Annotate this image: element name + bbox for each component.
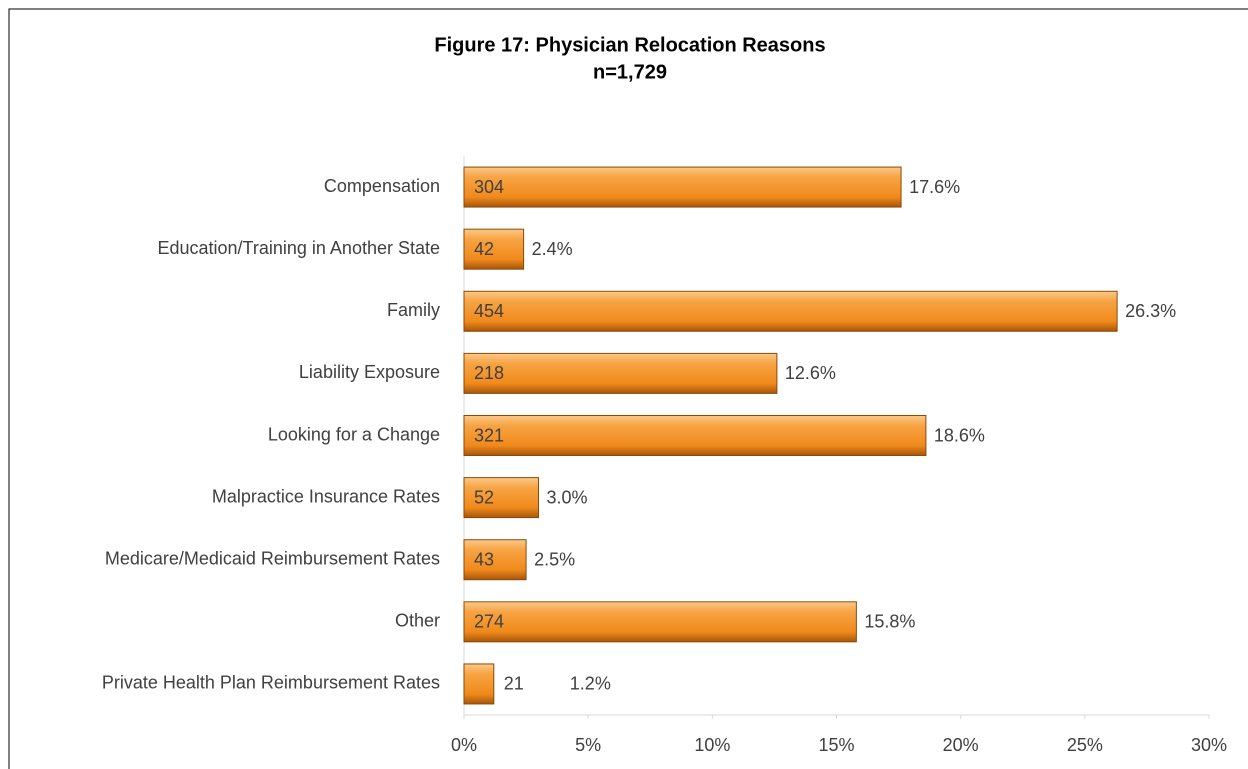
value-label: 15.8% <box>864 612 915 632</box>
y-tick-label: Education/Training in Another State <box>157 238 440 258</box>
bar <box>463 415 927 456</box>
value-label: 17.6% <box>909 177 960 197</box>
count-label: 21 <box>504 674 524 694</box>
y-tick-label: Malpractice Insurance Rates <box>212 486 440 506</box>
y-tick-label: Family <box>387 300 440 320</box>
value-label: 1.2% <box>570 674 611 694</box>
bar <box>463 601 857 643</box>
y-tick-label: Medicare/Medicaid Reimbursement Rates <box>105 548 440 568</box>
count-label: 454 <box>474 301 504 321</box>
x-tick-label: 25% <box>1067 735 1103 755</box>
y-tick-label: Private Health Plan Reimbursement Rates <box>102 673 440 693</box>
value-label: 26.3% <box>1125 301 1176 321</box>
bar <box>463 228 525 270</box>
chart-title: Figure 17: Physician Relocation Reasons <box>434 34 825 56</box>
count-label: 274 <box>474 612 504 632</box>
x-tick-label: 20% <box>943 735 979 755</box>
x-tick-label: 10% <box>694 735 730 755</box>
bar <box>463 290 1118 332</box>
bar <box>463 539 527 581</box>
value-label: 12.6% <box>785 363 836 383</box>
y-tick-label: Liability Exposure <box>299 362 440 382</box>
bar <box>463 352 778 394</box>
count-label: 52 <box>474 487 494 507</box>
x-tick-label: 5% <box>575 735 601 755</box>
chart-subtitle: n=1,729 <box>593 61 667 83</box>
count-label: 321 <box>474 425 504 445</box>
count-label: 304 <box>474 177 504 197</box>
count-label: 43 <box>474 549 494 569</box>
count-label: 218 <box>474 363 504 383</box>
bar <box>463 477 539 519</box>
value-label: 2.5% <box>534 549 575 569</box>
x-tick-label: 0% <box>451 735 477 755</box>
y-tick-label: Compensation <box>324 176 440 196</box>
value-label: 3.0% <box>547 487 588 507</box>
frame <box>8 8 1248 769</box>
x-tick-label: 15% <box>818 735 854 755</box>
y-tick-label: Looking for a Change <box>268 424 440 444</box>
y-tick-label: Other <box>395 611 440 631</box>
count-label: 42 <box>474 239 494 259</box>
value-label: 18.6% <box>934 425 985 445</box>
bar <box>463 166 902 208</box>
value-label: 2.4% <box>532 239 573 259</box>
x-tick-label: 30% <box>1191 735 1227 755</box>
bar <box>463 663 495 705</box>
